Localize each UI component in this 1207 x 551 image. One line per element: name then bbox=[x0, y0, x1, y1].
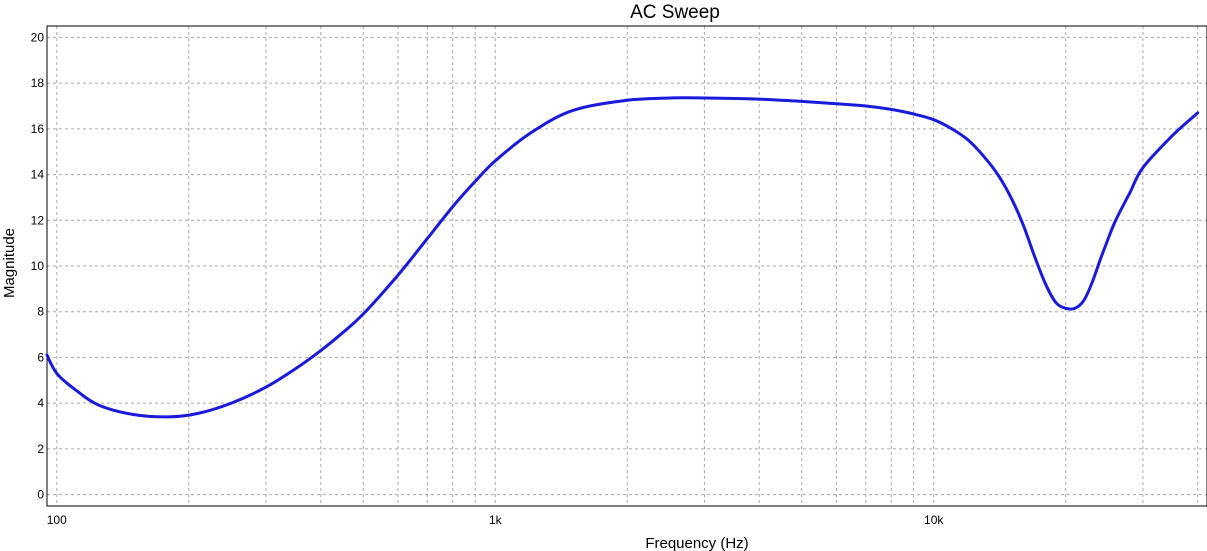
y-tick-label: 20 bbox=[31, 30, 45, 44]
x-axis-label: Frequency (Hz) bbox=[645, 535, 748, 551]
y-tick-label: 0 bbox=[37, 488, 44, 502]
y-tick-label: 6 bbox=[37, 350, 44, 364]
grid bbox=[47, 26, 1207, 506]
x-tick-label: 1k bbox=[489, 513, 503, 527]
tick-labels: 0 2 4 6 8 10 12 14 16 18 20 100 1k 10k bbox=[31, 30, 945, 527]
y-tick-label: 16 bbox=[31, 122, 45, 136]
chart-title: AC Sweep bbox=[630, 2, 720, 23]
y-tick-label: 18 bbox=[31, 76, 45, 90]
y-tick-label: 10 bbox=[31, 259, 45, 273]
series-layer bbox=[45, 96, 1200, 419]
y-axis-label: Magnitude bbox=[1, 228, 18, 298]
y-tick-label: 4 bbox=[37, 396, 44, 410]
y-tick-label: 12 bbox=[31, 213, 45, 227]
plot-frame bbox=[46, 25, 1207, 507]
y-tick-label: 8 bbox=[37, 305, 44, 319]
y-tick-label: 2 bbox=[37, 442, 44, 456]
y-tick-label: 14 bbox=[31, 168, 45, 182]
x-tick-label: 10k bbox=[924, 513, 944, 527]
series-line bbox=[45, 96, 1200, 419]
x-tick-label: 100 bbox=[47, 513, 67, 527]
